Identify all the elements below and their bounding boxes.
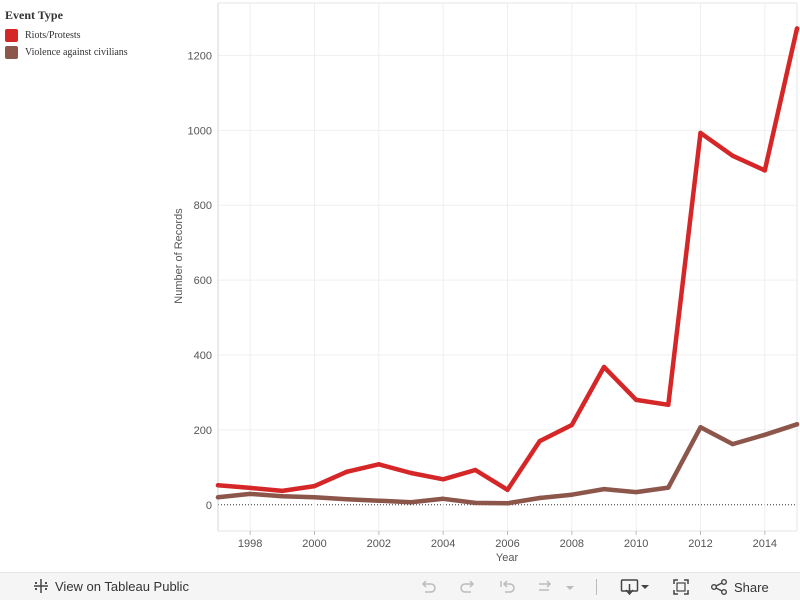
data-point-riots-protests	[762, 168, 767, 173]
grid-layer	[218, 3, 797, 531]
view-on-tableau-label: View on Tableau Public	[55, 578, 189, 594]
data-point-riots-protests	[473, 467, 478, 473]
share-label: Share	[734, 579, 769, 595]
view-on-tableau-button[interactable]: View on Tableau Public	[33, 578, 189, 594]
legend-title: Event Type	[5, 8, 63, 22]
legend-swatch-riots-protests	[5, 29, 18, 42]
data-point-riots-protests	[698, 130, 703, 136]
fullscreen-icon[interactable]	[672, 578, 690, 596]
axis-layer	[217, 2, 798, 535]
download-icon[interactable]	[620, 578, 650, 596]
legend-item-violence-against-civilians[interactable]: Violence against civilians	[5, 44, 165, 61]
series-layer	[215, 26, 800, 506]
data-point-violence-against-civilians	[215, 495, 221, 500]
x-tick-label: 1998	[238, 538, 262, 550]
legend-label: Violence against civilians	[25, 47, 128, 58]
toolbar-divider	[596, 579, 597, 595]
data-point-riots-protests	[408, 470, 414, 476]
data-point-violence-against-civilians	[634, 489, 639, 495]
data-point-riots-protests	[376, 462, 381, 467]
data-point-violence-against-civilians	[248, 491, 253, 497]
legend-label: Riots/Protests	[25, 30, 81, 41]
data-point-riots-protests	[344, 469, 349, 474]
data-point-violence-against-civilians	[344, 497, 349, 502]
x-tick-label: 2008	[560, 538, 584, 550]
y-tick-label: 800	[194, 200, 212, 212]
x-tick-label: 2010	[624, 538, 648, 550]
data-point-violence-against-civilians	[376, 498, 381, 503]
data-point-riots-protests	[215, 483, 221, 488]
data-point-riots-protests	[666, 402, 671, 407]
data-point-riots-protests	[505, 487, 510, 492]
data-point-violence-against-civilians	[698, 425, 703, 430]
data-point-violence-against-civilians	[312, 495, 317, 500]
y-tick-label: 1200	[188, 50, 212, 62]
legend: Event Type Riots/Protests Violence again…	[5, 8, 165, 61]
data-point-violence-against-civilians	[408, 500, 414, 505]
x-tick-label: 2014	[753, 538, 777, 550]
x-axis-label: Year	[496, 552, 519, 564]
data-point-riots-protests	[634, 397, 639, 403]
data-point-violence-against-civilians	[730, 441, 735, 447]
tick-layer: 0 200 400 600 800 1000 1200 1998 2000 2002 2004 200…	[188, 50, 778, 550]
data-point-riots-protests	[441, 477, 446, 482]
share-icon	[711, 579, 727, 595]
data-point-violence-against-civilians	[441, 496, 446, 501]
legend-item-riots-protests[interactable]: Riots/Protests	[5, 27, 165, 44]
data-point-violence-against-civilians	[666, 485, 671, 490]
refresh-icon[interactable]	[536, 578, 554, 596]
y-tick-label: 600	[194, 275, 212, 287]
data-point-riots-protests	[312, 483, 317, 489]
share-button[interactable]: Share	[710, 578, 769, 596]
x-tick-label: 2000	[302, 538, 326, 550]
toolbar: View on Tableau Public S	[0, 572, 800, 600]
data-point-riots-protests	[730, 153, 735, 158]
data-point-violence-against-civilians	[762, 432, 767, 437]
data-point-violence-against-civilians	[537, 495, 542, 501]
y-tick-label: 1000	[188, 125, 212, 137]
line-chart: 0 200 400 600 800 1000 1200 1998 2000 2002 2004 200…	[173, 2, 800, 564]
data-point-violence-against-civilians	[280, 494, 285, 499]
data-point-riots-protests	[569, 422, 574, 428]
data-point-violence-against-civilians	[569, 492, 574, 497]
data-point-riots-protests	[537, 438, 542, 444]
x-tick-label: 2006	[495, 538, 519, 550]
y-axis-label: Number of Records	[173, 208, 185, 304]
data-point-violence-against-civilians	[473, 500, 478, 506]
redo-icon[interactable]	[459, 578, 477, 596]
chevron-down-icon[interactable]	[564, 578, 576, 596]
data-point-riots-protests	[601, 364, 607, 370]
undo-icon[interactable]	[419, 578, 437, 596]
data-point-riots-protests	[794, 26, 800, 31]
y-tick-label: 200	[194, 425, 212, 437]
data-point-violence-against-civilians	[505, 501, 510, 506]
y-tick-label: 400	[194, 350, 212, 362]
x-tick-label: 2002	[367, 538, 391, 550]
revert-icon[interactable]	[498, 578, 516, 596]
tableau-logo-icon	[34, 579, 48, 593]
y-tick-label: 0	[206, 500, 212, 512]
data-point-violence-against-civilians	[794, 422, 800, 427]
legend-swatch-violence-against-civilians	[5, 46, 18, 59]
data-point-violence-against-civilians	[601, 486, 607, 492]
data-point-riots-protests	[280, 488, 285, 494]
x-tick-label: 2004	[431, 538, 455, 550]
data-point-riots-protests	[248, 485, 253, 491]
x-tick-label: 2012	[688, 538, 712, 550]
